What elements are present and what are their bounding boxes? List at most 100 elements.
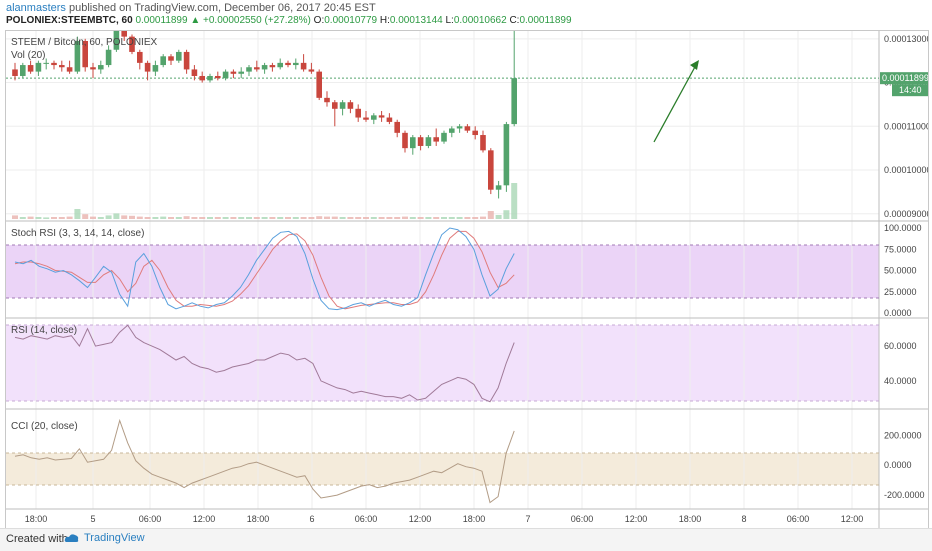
volume-bar (370, 217, 377, 219)
candle-body (402, 132, 408, 149)
open-label: O: (313, 15, 325, 26)
volume-bar (441, 217, 447, 219)
candle-body (285, 62, 291, 66)
candle-body (433, 137, 439, 142)
candle-body (238, 71, 244, 74)
candle-body (503, 124, 510, 186)
candle-body (12, 69, 18, 76)
time-tick-label: 18:00 (463, 514, 486, 524)
candle-body (316, 71, 322, 98)
stoch-tick-label: 100.0000 (884, 223, 922, 233)
candle-body (371, 115, 377, 120)
grid-lines (6, 31, 879, 509)
time-tick-label: 12:00 (193, 514, 216, 524)
candle-body (246, 67, 252, 72)
high-label: H: (379, 15, 390, 26)
created-with-text: Created with (6, 533, 68, 545)
volume-bar (238, 217, 245, 219)
cci-title: CCI (20, close) (11, 421, 78, 432)
close-label: C: (509, 15, 520, 26)
candle-body (355, 108, 361, 118)
candle-body (98, 65, 104, 70)
candle-body (51, 62, 57, 66)
volume-bar (160, 216, 167, 219)
y-axis-labels: 0.000090000.000100000.000110000.00012000… (884, 34, 932, 500)
candle-body (300, 62, 307, 70)
rsi-line (14, 324, 515, 403)
candle-body (176, 51, 182, 61)
candle-body (113, 23, 120, 50)
brand-label: TradingView (84, 532, 145, 544)
volume-bar (51, 217, 57, 219)
candle-body (386, 117, 393, 122)
volume-bar (472, 217, 479, 219)
volume-bar (464, 217, 471, 219)
volume-bar (105, 215, 112, 219)
candle-body (215, 75, 221, 79)
price-tick-label: 0.00011000 (884, 121, 928, 131)
volume-bar (27, 216, 34, 219)
volume-bar (324, 216, 330, 219)
candle-body (464, 126, 471, 131)
cci-tick-label: -200.0000 (884, 490, 925, 500)
candle-body (293, 62, 299, 66)
volume-bar (74, 209, 81, 219)
candle-body (121, 23, 127, 37)
volume-bar (363, 217, 369, 219)
candle-body (495, 185, 502, 190)
candle-body (269, 65, 276, 68)
candle-body (230, 71, 237, 74)
candle-body (511, 78, 517, 125)
volume-bar (82, 214, 89, 219)
candle-body (332, 102, 338, 109)
candle-body (168, 56, 174, 61)
volume-bar (183, 216, 190, 219)
stoch-k-line (14, 227, 515, 311)
stoch-tick-label: 50.0000 (884, 266, 917, 276)
main-title: STEEM / Bitcoin, 60, POLONIEX (11, 37, 157, 48)
candle-body (191, 69, 198, 76)
volume-bar (58, 217, 65, 219)
candle-body (27, 65, 34, 72)
volume-bar (144, 217, 151, 219)
header: alanmasters published on TradingView.com… (0, 0, 932, 30)
candle-body (378, 115, 385, 118)
candle-body (425, 137, 432, 146)
close-value: 0.00011899 (519, 15, 572, 26)
volume-bar (136, 216, 143, 219)
volume-bar (300, 217, 307, 219)
candle-body (324, 97, 330, 103)
chart-svg[interactable]: 0.000090000.000100000.000110000.00012000… (6, 21, 932, 529)
candle-body (417, 137, 424, 146)
candle-body (254, 67, 260, 70)
volume-bar (409, 217, 416, 219)
volume-bar (97, 217, 104, 219)
publish-info: alanmasters published on TradingView.com… (6, 2, 376, 14)
candle-body (449, 128, 455, 133)
time-tick-label: 12:00 (841, 514, 864, 524)
time-tick-label: 18:00 (25, 514, 48, 524)
time-tick-label: 06:00 (139, 514, 162, 524)
volume-bar (339, 217, 346, 219)
volume-bar (402, 216, 408, 219)
time-tick-label: 12:00 (409, 514, 432, 524)
volume-bar (230, 217, 237, 219)
chart-area[interactable]: 0.000090000.000100000.000110000.00012000… (5, 21, 932, 530)
volume-bar (386, 217, 393, 219)
candle-body (183, 51, 190, 70)
trend-arrow[interactable] (653, 64, 697, 143)
footer: Created with TradingView (0, 528, 932, 551)
tradingview-brand[interactable]: TradingView (64, 532, 145, 544)
volume-bar (214, 217, 221, 219)
cci-tick-label: 0.0000 (884, 460, 912, 470)
time-tick-label: 06:00 (571, 514, 594, 524)
volume-bar (121, 215, 128, 219)
volume-bar (35, 217, 42, 219)
candle-body (82, 41, 88, 68)
volume-bar (113, 213, 120, 219)
volume-bar (261, 217, 268, 219)
author-link[interactable]: alanmasters (6, 2, 66, 14)
rsi-tick-label: 40.0000 (884, 376, 917, 386)
candle-body (456, 126, 463, 129)
candle-body (410, 137, 416, 149)
